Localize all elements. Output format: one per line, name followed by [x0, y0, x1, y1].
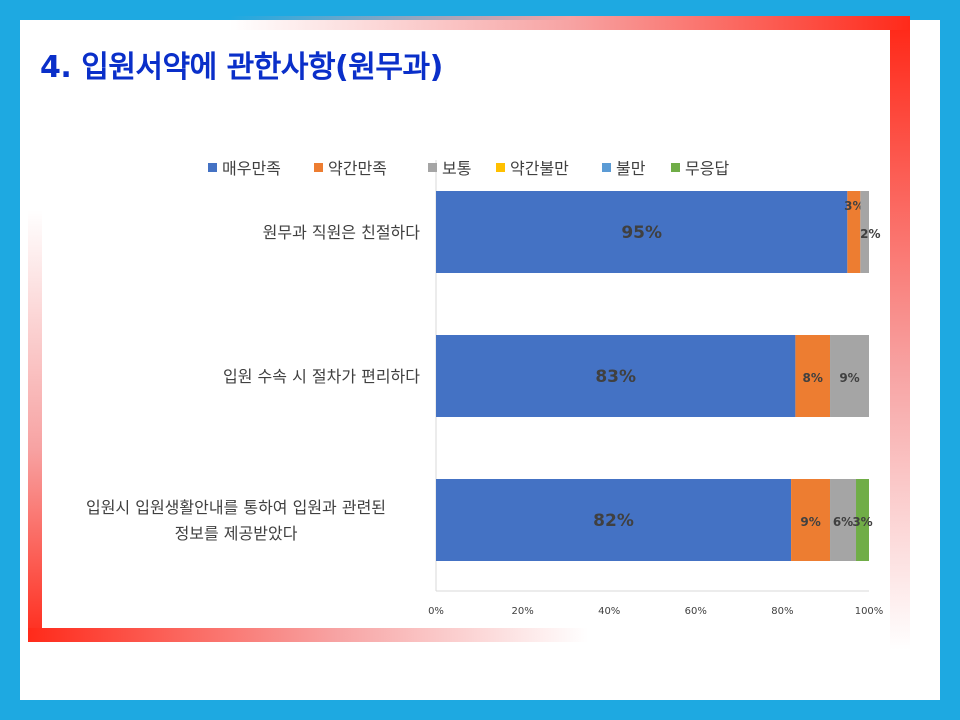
- bar-segment: [830, 335, 869, 417]
- data-label: 83%: [595, 367, 636, 387]
- legend-label: 불만: [616, 159, 646, 178]
- decor-bar-right: [890, 30, 910, 650]
- legend-label: 보통: [442, 159, 471, 178]
- legend-swatch: [314, 163, 323, 172]
- data-label: 82%: [593, 511, 634, 531]
- decor-bar-bottom: [28, 628, 588, 642]
- x-tick-label: 20%: [511, 606, 533, 617]
- bar-segment: [847, 191, 861, 273]
- bar-segment: [830, 479, 857, 561]
- legend-label: 무응답: [685, 159, 729, 178]
- bar-segment: [436, 335, 796, 417]
- legend-swatch: [671, 163, 680, 172]
- data-label: 8%: [803, 371, 823, 385]
- bar-segment: [856, 479, 869, 561]
- decor-bar-left: [28, 210, 42, 642]
- data-label: 9%: [800, 515, 820, 529]
- slide-title: 4. 입원서약에 관한사항(원무과): [40, 50, 443, 85]
- decor-bar-top: [230, 16, 910, 30]
- bar-segment: [436, 479, 792, 561]
- legend-label: 약간불만: [510, 159, 569, 178]
- data-label: 2%: [860, 227, 880, 241]
- category-label: 입원시 입원생활안내를 통하여 입원과 관련된: [86, 498, 386, 517]
- legend-swatch: [208, 163, 217, 172]
- bar-segment: [436, 191, 848, 273]
- legend-swatch: [428, 163, 437, 172]
- x-tick-label: 60%: [685, 606, 707, 617]
- legend-swatch: [496, 163, 505, 172]
- data-label: 3%: [852, 515, 872, 529]
- x-tick-label: 40%: [598, 606, 620, 617]
- legend-label: 약간만족: [328, 159, 387, 178]
- legend-swatch: [602, 163, 611, 172]
- data-label: 9%: [839, 371, 859, 385]
- legend-label: 매우만족: [222, 159, 281, 178]
- x-tick-label: 100%: [855, 606, 884, 617]
- data-label: 6%: [833, 515, 853, 529]
- category-label: 입원 수속 시 절차가 편리하다: [223, 367, 420, 386]
- category-label: 원무과 직원은 친절하다: [263, 223, 421, 242]
- x-tick-label: 0%: [428, 606, 444, 617]
- x-tick-label: 80%: [771, 606, 793, 617]
- data-label: 3%: [844, 199, 864, 213]
- bar-segment: [860, 191, 869, 273]
- category-label: 정보를 제공받았다: [175, 524, 298, 543]
- data-label: 95%: [621, 223, 662, 243]
- bar-segment: [791, 479, 831, 561]
- bar-segment: [795, 335, 831, 417]
